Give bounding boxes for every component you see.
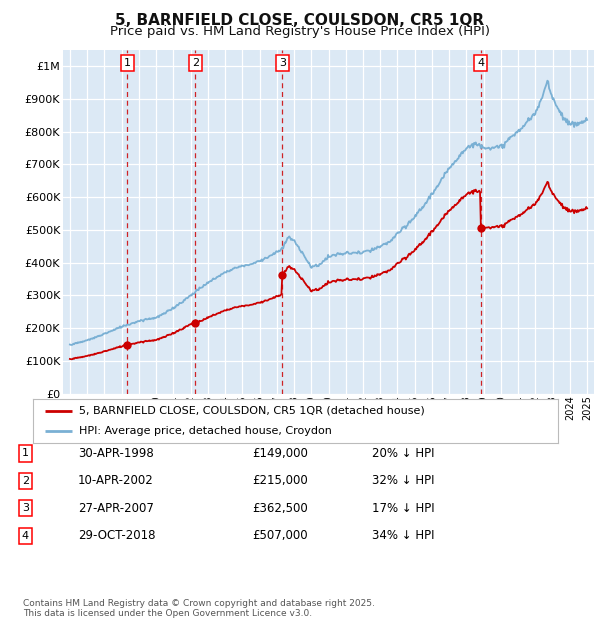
Text: 3: 3 [279, 58, 286, 68]
Text: Contains HM Land Registry data © Crown copyright and database right 2025.
This d: Contains HM Land Registry data © Crown c… [23, 599, 374, 618]
Text: 2: 2 [22, 476, 29, 486]
Text: 29-OCT-2018: 29-OCT-2018 [78, 529, 155, 542]
Text: £149,000: £149,000 [252, 447, 308, 460]
Text: 32% ↓ HPI: 32% ↓ HPI [372, 474, 434, 487]
Text: 1: 1 [22, 448, 29, 458]
Text: HPI: Average price, detached house, Croydon: HPI: Average price, detached house, Croy… [79, 426, 332, 436]
Text: £215,000: £215,000 [252, 474, 308, 487]
Text: 4: 4 [477, 58, 484, 68]
Text: Price paid vs. HM Land Registry's House Price Index (HPI): Price paid vs. HM Land Registry's House … [110, 25, 490, 38]
Text: 17% ↓ HPI: 17% ↓ HPI [372, 502, 434, 515]
Text: 34% ↓ HPI: 34% ↓ HPI [372, 529, 434, 542]
Text: 1: 1 [124, 58, 131, 68]
Text: 30-APR-1998: 30-APR-1998 [78, 447, 154, 460]
Text: 4: 4 [22, 531, 29, 541]
Text: 2: 2 [192, 58, 199, 68]
Text: 27-APR-2007: 27-APR-2007 [78, 502, 154, 515]
Text: £362,500: £362,500 [252, 502, 308, 515]
Text: 20% ↓ HPI: 20% ↓ HPI [372, 447, 434, 460]
Text: £507,000: £507,000 [252, 529, 308, 542]
Text: 5, BARNFIELD CLOSE, COULSDON, CR5 1QR: 5, BARNFIELD CLOSE, COULSDON, CR5 1QR [115, 13, 485, 29]
Text: 5, BARNFIELD CLOSE, COULSDON, CR5 1QR (detached house): 5, BARNFIELD CLOSE, COULSDON, CR5 1QR (d… [79, 405, 425, 416]
Text: 3: 3 [22, 503, 29, 513]
Text: 10-APR-2002: 10-APR-2002 [78, 474, 154, 487]
